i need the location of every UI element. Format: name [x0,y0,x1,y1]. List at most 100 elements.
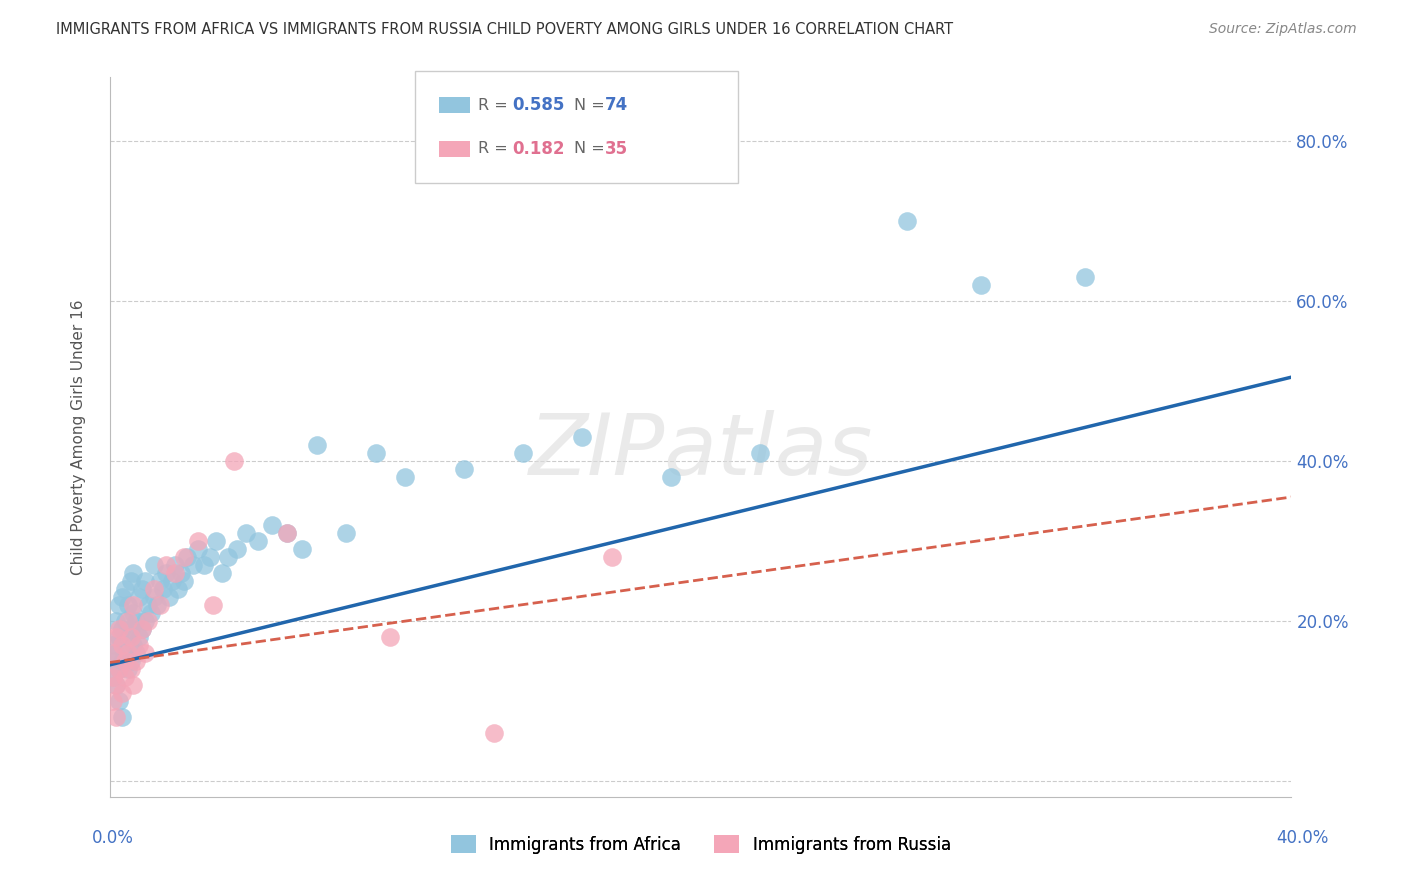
Point [380,630,402,644]
Point [205,533,228,548]
Point [131,622,153,636]
Point [117,614,139,628]
Point [453,462,475,476]
Point [166,582,188,596]
Text: R =: R = [478,98,508,112]
Point [291,541,314,556]
Point [173,574,195,588]
Point [155,558,177,572]
Point [211,566,233,580]
Point [111,622,134,636]
Point [217,549,239,564]
Point [122,678,145,692]
Point [170,566,193,580]
Text: N =: N = [574,142,605,156]
Text: N =: N = [574,98,605,112]
Point [181,558,204,572]
Point [117,662,139,676]
Point [163,558,186,572]
Point [163,566,186,580]
Point [970,278,993,293]
Point [114,582,136,596]
Point [114,614,136,628]
Point [107,622,129,636]
Point [482,726,505,740]
Point [152,582,174,596]
Point [122,606,145,620]
Point [276,526,298,541]
Point [128,590,150,604]
Point [896,214,918,228]
Point [134,574,156,588]
Y-axis label: Child Poverty Among Girls Under 16: Child Poverty Among Girls Under 16 [72,300,86,574]
Point [176,549,198,564]
Point [104,630,127,644]
Point [748,446,770,460]
Point [134,614,156,628]
Point [1073,270,1095,285]
Point [125,654,148,668]
Point [114,670,136,684]
Point [101,670,124,684]
Point [149,574,172,588]
Text: ZIPatlas: ZIPatlas [529,410,873,493]
Point [173,549,195,564]
Point [131,582,153,596]
Point [157,590,180,604]
Point [149,598,172,612]
Point [600,549,623,564]
Point [246,533,269,548]
Point [128,638,150,652]
Point [120,654,142,668]
Point [120,662,142,676]
Text: 74: 74 [605,96,628,114]
Point [101,654,124,668]
Point [143,582,166,596]
Point [111,590,134,604]
Point [136,598,159,612]
Point [104,646,127,660]
Point [111,686,134,700]
Point [111,654,134,668]
Point [155,566,177,580]
Point [659,470,682,484]
Text: R =: R = [478,142,508,156]
Point [202,598,225,612]
Point [117,598,139,612]
Point [101,670,124,684]
Point [571,430,593,444]
Point [104,678,127,692]
Point [122,566,145,580]
Point [122,598,145,612]
Point [222,454,245,468]
Point [143,558,166,572]
Point [107,662,129,676]
Point [111,638,134,652]
Point [114,654,136,668]
Point [122,638,145,652]
Text: Source: ZipAtlas.com: Source: ZipAtlas.com [1209,22,1357,37]
Point [225,541,247,556]
Point [125,646,148,660]
Point [160,574,183,588]
Text: 35: 35 [605,140,627,158]
Text: 0.182: 0.182 [512,140,564,158]
Point [131,622,153,636]
Text: 0.0%: 0.0% [91,829,134,847]
Point [111,710,134,724]
Text: 40.0%: 40.0% [1277,829,1329,847]
Point [187,541,209,556]
Point [101,694,124,708]
Point [114,646,136,660]
Point [117,646,139,660]
Point [394,470,416,484]
Point [141,606,163,620]
Legend: Immigrants from Africa, Immigrants from Russia: Immigrants from Africa, Immigrants from … [444,829,957,860]
Point [235,526,257,541]
Point [107,630,129,644]
Point [120,574,142,588]
Point [193,558,215,572]
Point [104,678,127,692]
Point [107,598,129,612]
Point [146,598,169,612]
